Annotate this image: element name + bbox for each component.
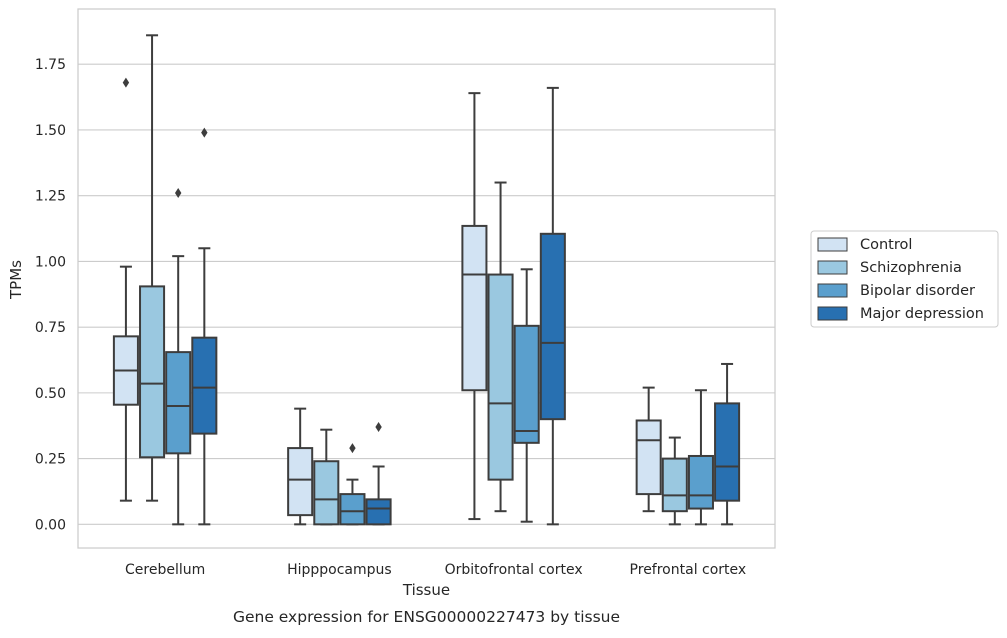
box-iqr	[714, 402, 741, 502]
grid-lines	[78, 63, 775, 525]
x-tick-label: Orbitofrontal cortex	[445, 562, 583, 578]
y-tick-label: 0.75	[35, 320, 66, 336]
box-iqr	[287, 447, 314, 517]
y-axis-label: TPMs	[7, 260, 25, 300]
x-tick-labels: Cerebellum Hipppocampus Orbitofrontal cort…	[125, 562, 746, 578]
box-1-2	[339, 443, 366, 526]
box-1-1	[313, 428, 340, 526]
box-iqr	[487, 273, 514, 481]
outlier-marker	[375, 422, 382, 433]
box-0-1	[139, 34, 166, 502]
box-0-2	[165, 188, 192, 526]
legend-label: Bipolar disorder	[860, 283, 975, 299]
box-2-3	[539, 86, 566, 526]
box-3-1	[661, 436, 688, 526]
box-iqr	[165, 351, 192, 455]
legend-frame	[810, 230, 999, 328]
legend-swatch	[817, 283, 848, 298]
x-tick-label: Hipppocampus	[287, 562, 392, 578]
chart-caption: Gene expression for ENSG00000227473 by t…	[233, 608, 620, 626]
box-iqr	[661, 457, 688, 513]
y-tick-label: 0.25	[35, 452, 66, 468]
box-2-0	[461, 92, 488, 521]
legend-label: Control	[860, 237, 912, 253]
plot-frame	[77, 8, 776, 549]
legend-swatch	[817, 306, 848, 321]
y-tick-label: 0.50	[35, 386, 66, 402]
outlier-marker	[201, 127, 208, 138]
y-tick-label: 1.25	[35, 189, 66, 205]
x-tick-label: Prefrontal cortex	[630, 562, 747, 578]
outlier-marker	[349, 443, 356, 454]
box-1-3	[365, 422, 392, 526]
legend-label: Schizophrenia	[860, 260, 962, 276]
box-iqr	[539, 232, 566, 421]
box-iqr	[313, 460, 340, 526]
box-1-0	[287, 407, 314, 526]
y-tick-label: 1.75	[35, 57, 66, 73]
y-tick-labels: 0.00 0.25 0.50 0.75 1.00 1.25 1.50 1.75	[35, 57, 66, 533]
box-2-2	[513, 268, 540, 523]
box-iqr	[365, 498, 392, 526]
box-iqr	[687, 454, 714, 510]
legend-label: Major depression	[860, 306, 984, 322]
y-tick-label: 1.00	[35, 254, 66, 270]
box-iqr	[513, 324, 540, 444]
box-iqr	[461, 224, 488, 392]
legend-swatch	[817, 237, 848, 252]
box-0-3	[191, 127, 218, 526]
box-iqr	[635, 419, 662, 496]
box-iqr	[339, 493, 366, 526]
outlier-marker	[174, 188, 182, 199]
box-3-0	[635, 386, 662, 513]
box-iqr	[191, 336, 218, 435]
legend-swatch	[817, 260, 848, 275]
y-tick-label: 0.00	[35, 517, 66, 533]
box-3-2	[687, 389, 714, 526]
box-3-3	[714, 362, 741, 526]
box-layer	[112, 34, 741, 526]
x-axis-label: Tissue	[402, 581, 450, 599]
y-tick-label: 1.50	[35, 123, 66, 139]
box-iqr	[139, 285, 166, 459]
legend: Control Schizophrenia Bipolar disorder Majo…	[810, 230, 999, 328]
x-tick-label: Cerebellum	[125, 562, 205, 578]
box-2-1	[487, 181, 514, 513]
box-0-0	[112, 77, 139, 502]
outlier-marker	[122, 77, 130, 88]
